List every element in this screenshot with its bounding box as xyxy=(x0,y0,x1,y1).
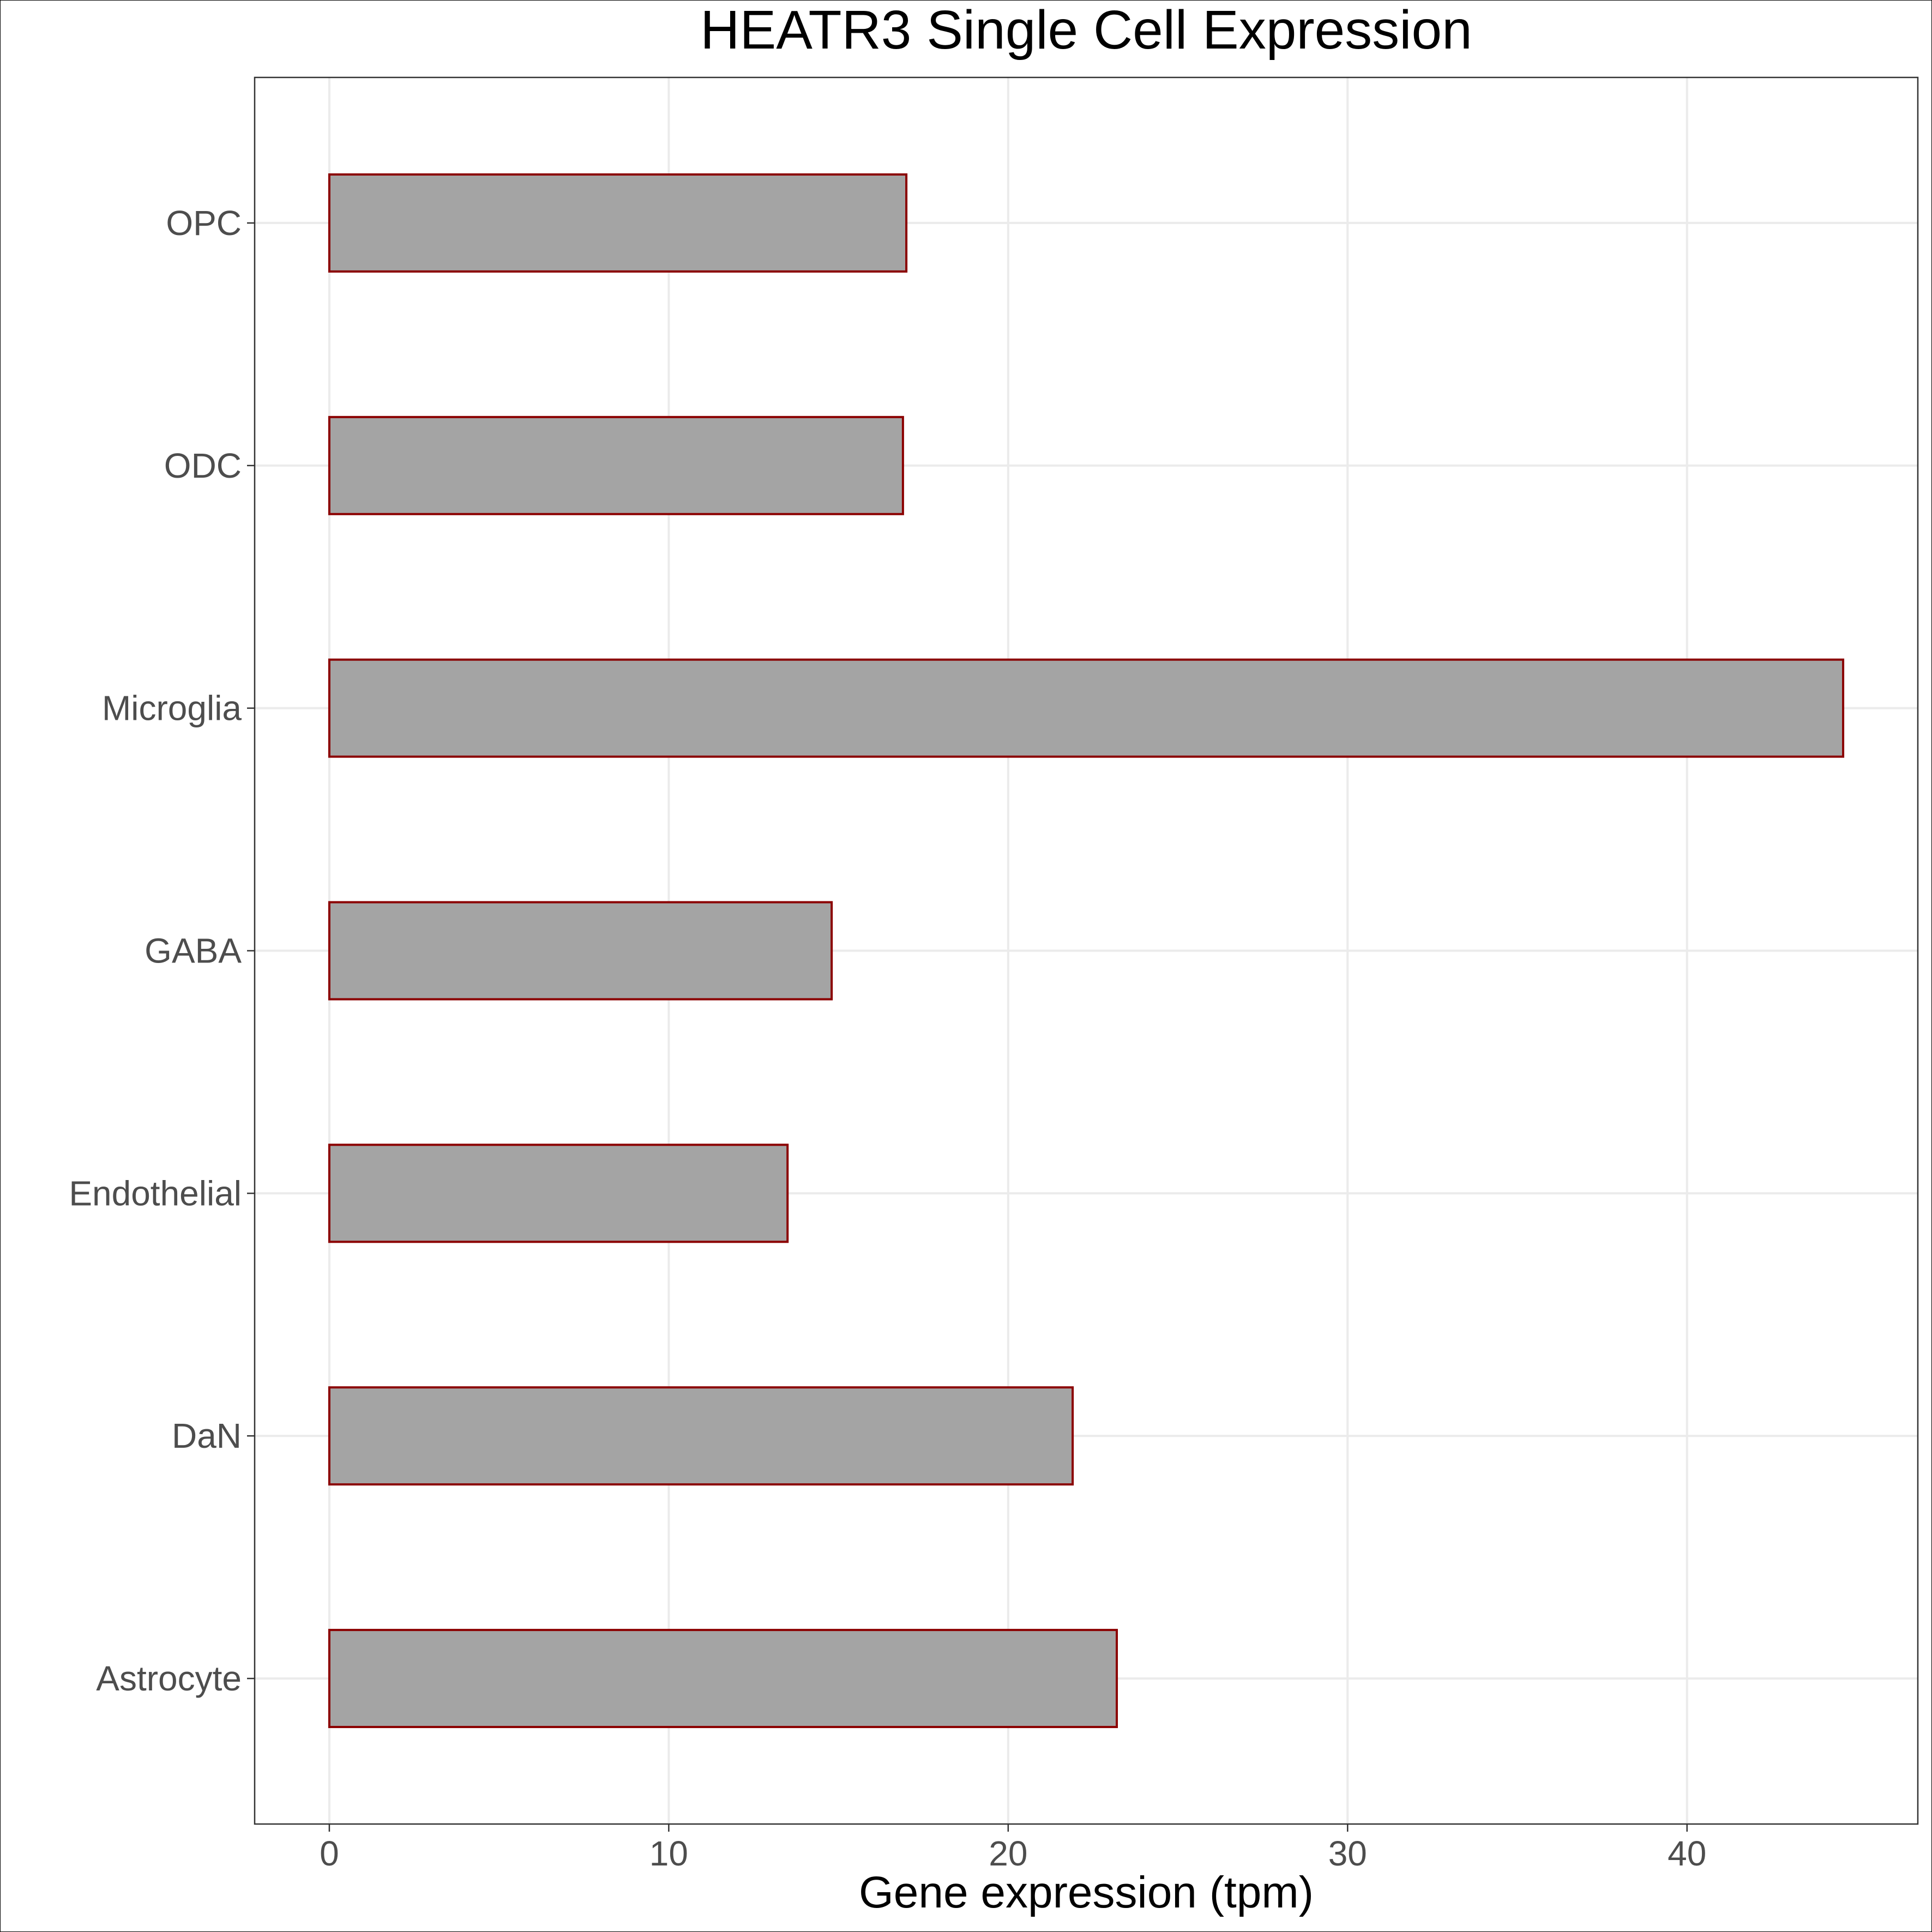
y-tick-label: ODC xyxy=(164,446,242,485)
bar xyxy=(328,173,908,273)
bars-layer xyxy=(328,173,1845,1729)
bar xyxy=(328,1629,1118,1729)
chart-title: HEATR3 Single Cell Expression xyxy=(700,1,1472,61)
x-tick-label: 10 xyxy=(649,1834,688,1873)
bar xyxy=(328,658,1845,758)
y-tick-label: Microglia xyxy=(102,689,242,728)
bar xyxy=(328,1386,1074,1486)
x-axis-title: Gene expression (tpm) xyxy=(859,1868,1314,1917)
y-tick-label: Astrocyte xyxy=(96,1659,242,1698)
y-tick-label: DaN xyxy=(172,1416,242,1455)
x-tick-label: 40 xyxy=(1668,1834,1706,1873)
x-tick-label: 30 xyxy=(1328,1834,1367,1873)
bar xyxy=(328,901,833,1001)
y-tick-label: Endothelial xyxy=(69,1173,242,1213)
bar xyxy=(328,1143,789,1243)
y-tick-label: OPC xyxy=(166,203,242,243)
bar xyxy=(328,416,904,515)
x-axis: 0 10 20 30 40 xyxy=(320,1824,1706,1873)
x-tick-label: 20 xyxy=(989,1834,1027,1873)
y-tick-label: GABA xyxy=(145,931,242,971)
y-axis: Astrocyte DaN Endothelial GABA Microglia ODC O… xyxy=(69,203,255,1698)
x-tick-label: 0 xyxy=(320,1834,339,1873)
